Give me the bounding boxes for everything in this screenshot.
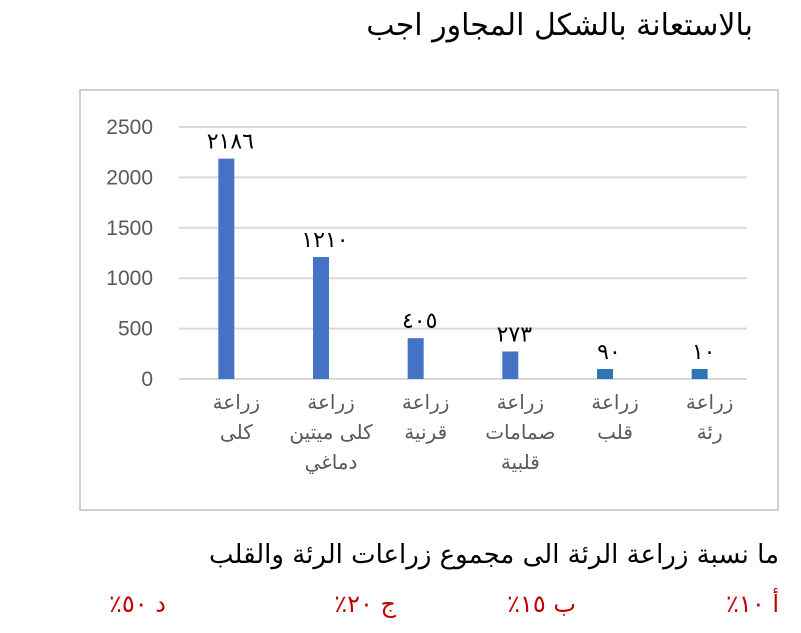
data-label: ١٢١٠ [301, 228, 348, 253]
chart-svg: 0 500 1000 1500 2000 2500 ١٠ زراعة رئة ٩٠ زراعة قلب… [106, 116, 747, 475]
category-label: زراعة [497, 390, 545, 414]
choice-d[interactable]: د ٥٠٪ [109, 590, 166, 618]
choice-b[interactable]: ب ١٥٪ [507, 590, 576, 618]
y-tick-label: 1000 [106, 267, 153, 290]
bar [691, 369, 708, 379]
choice-a[interactable]: أ ١٠٪ [726, 590, 779, 618]
category-label: دماغي [305, 450, 358, 475]
data-label: ٤٠٥ [402, 309, 437, 334]
category-label: رئة [697, 420, 723, 444]
category-label: كلى ميتين [289, 420, 373, 444]
category-label: زراعة [591, 390, 639, 414]
category-label: قلب [597, 420, 633, 444]
bar [407, 338, 424, 379]
page-heading: بالاستعانة بالشكل المجاور اجب [366, 8, 753, 43]
choice-c[interactable]: ج ٢٠٪ [334, 590, 396, 618]
data-label: ٢١٨٦ [207, 130, 254, 155]
y-tick-label: 2500 [106, 116, 153, 139]
bar-chart: 0 500 1000 1500 2000 2500 ١٠ زراعة رئة ٩٠ زراعة قلب… [79, 89, 779, 511]
bar [597, 369, 613, 379]
data-label: ١٠ [692, 340, 716, 365]
category-label: صمامات [485, 420, 555, 444]
category-label: كلى [220, 420, 253, 444]
y-tick-label: 1500 [106, 217, 153, 240]
category-label: زراعة [213, 390, 261, 414]
category-label: زراعة [307, 390, 355, 414]
bar [502, 351, 519, 379]
question-text: ما نسبة زراعة الرئة الى مجموع زراعات الر… [208, 540, 779, 570]
answer-choices: أ ١٠٪ ب ١٥٪ ج ٢٠٪ د ٥٠٪ [0, 590, 801, 626]
data-label: ٢٧٣ [497, 322, 533, 347]
data-label: ٩٠ [597, 340, 621, 365]
y-tick-label: 0 [141, 368, 153, 391]
category-label: قرنية [404, 420, 447, 444]
bar [218, 158, 235, 379]
category-label: زراعة [402, 390, 450, 414]
y-tick-label: 500 [118, 318, 153, 341]
category-label: زراعة [686, 390, 734, 414]
bar [313, 257, 329, 379]
category-label: قلبية [501, 450, 540, 474]
y-tick-label: 2000 [106, 166, 153, 189]
